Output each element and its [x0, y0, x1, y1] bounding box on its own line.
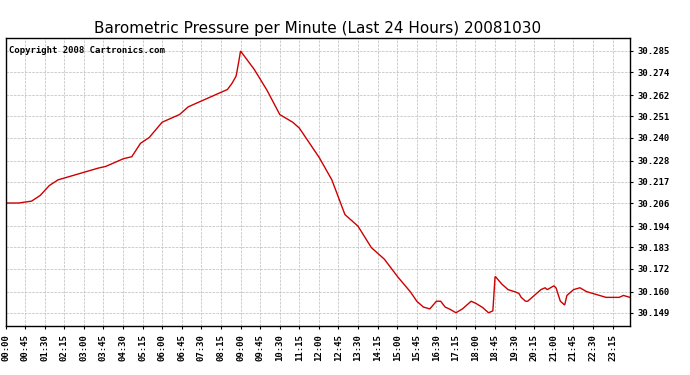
Title: Barometric Pressure per Minute (Last 24 Hours) 20081030: Barometric Pressure per Minute (Last 24 … [94, 21, 542, 36]
Text: Copyright 2008 Cartronics.com: Copyright 2008 Cartronics.com [9, 46, 164, 55]
